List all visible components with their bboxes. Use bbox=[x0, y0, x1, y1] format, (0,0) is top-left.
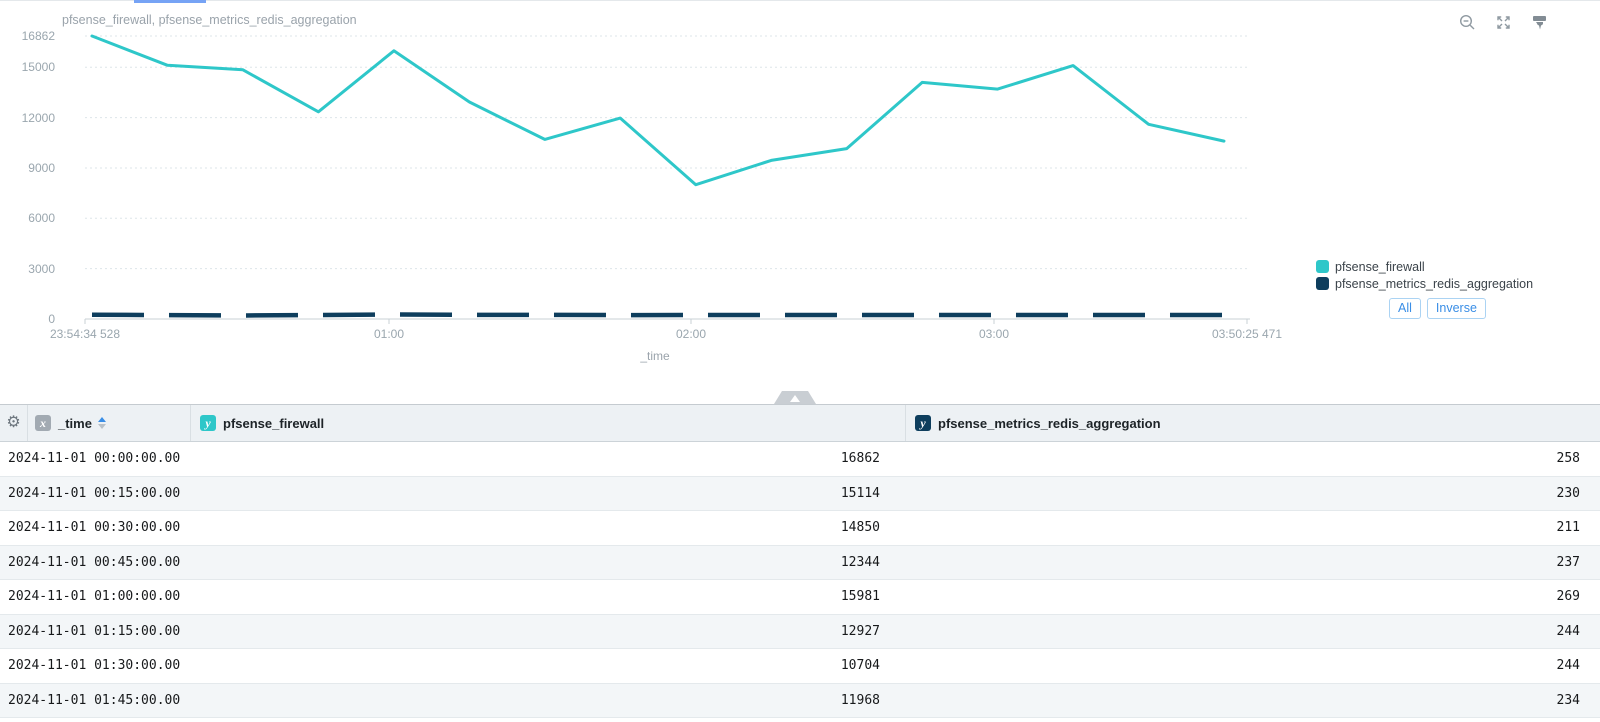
table-cell-redis: 211 bbox=[1556, 520, 1580, 536]
y-axis-badge: y bbox=[200, 415, 216, 431]
table-row: 2024-11-01 00:15:00.00 15114 230 bbox=[0, 476, 1600, 511]
chart-canvas bbox=[84, 34, 1250, 324]
legend-select-all-button[interactable]: All bbox=[1389, 298, 1421, 320]
table-body: 2024-11-01 00:00:00.00 16862 258 2024-11-01… bbox=[0, 442, 1600, 718]
table-cell-time: 2024-11-01 00:00:00.00 bbox=[8, 451, 181, 467]
table-settings-cell: ⚙ bbox=[0, 405, 27, 441]
table-cell-time: 2024-11-01 01:30:00.00 bbox=[8, 658, 181, 674]
x-axis-tick-label: 01:00 bbox=[373, 327, 405, 341]
x-axis-tick-label: 23:54:34 528 bbox=[49, 327, 121, 341]
series-line-pfsense_firewall bbox=[90, 34, 1226, 187]
data-table: ⚙ x _time y pfsense_firewall y pfsense_m… bbox=[0, 405, 1600, 722]
top-scroll-indicator bbox=[134, 0, 206, 3]
x-axis-name: _time bbox=[640, 349, 670, 363]
table-cell-time: 2024-11-01 01:15:00.00 bbox=[8, 623, 181, 639]
y-axis-tick-label: 0 bbox=[48, 312, 55, 326]
column-header-time[interactable]: x _time bbox=[27, 405, 190, 441]
legend-buttons: All Inverse bbox=[1389, 298, 1486, 320]
y-axis-tick-label: 16862 bbox=[21, 29, 55, 43]
panel-resize-handle[interactable] bbox=[774, 391, 816, 404]
table-cell-redis: 244 bbox=[1556, 658, 1580, 674]
y-axis-tick-label: 3000 bbox=[28, 261, 55, 276]
legend-item[interactable]: pfsense_metrics_redis_aggregation bbox=[1316, 275, 1533, 292]
table-row: 2024-11-01 01:00:00.00 15981 269 bbox=[0, 580, 1600, 615]
column-label-firewall: pfsense_firewall bbox=[223, 415, 325, 431]
chart-panel: pfsense_firewall, pfsense_metrics_redis_… bbox=[0, 1, 1600, 404]
table-row: 2024-11-01 00:30:00.00 14850 211 bbox=[0, 511, 1600, 546]
column-label-redis: pfsense_metrics_redis_aggregation bbox=[938, 415, 1161, 431]
chart-toolbox bbox=[1459, 14, 1548, 31]
panel-divider bbox=[0, 404, 1600, 405]
chart-title: pfsense_firewall, pfsense_metrics_redis_… bbox=[62, 13, 357, 27]
table-cell-firewall: 12344 bbox=[840, 554, 880, 570]
legend-label: pfsense_metrics_redis_aggregation bbox=[1335, 276, 1534, 291]
table-cell-redis: 237 bbox=[1556, 554, 1580, 570]
table-cell-redis: 269 bbox=[1556, 589, 1580, 605]
table-cell-firewall: 14850 bbox=[840, 520, 880, 536]
table-cell-time: 2024-11-01 00:30:00.00 bbox=[8, 520, 181, 536]
legend-label: pfsense_firewall bbox=[1335, 259, 1425, 274]
column-header-redis[interactable]: y pfsense_metrics_redis_aggregation bbox=[905, 405, 1600, 441]
table-cell-firewall: 15981 bbox=[840, 589, 880, 605]
table-cell-firewall: 10704 bbox=[840, 658, 880, 674]
sort-icon[interactable] bbox=[97, 417, 106, 429]
y-axis-tick-label: 12000 bbox=[21, 110, 55, 125]
collapse-arrow-icon bbox=[790, 395, 800, 402]
table-row: 2024-11-01 00:45:00.00 12344 237 bbox=[0, 545, 1600, 580]
y-axis-tick-label: 15000 bbox=[21, 60, 55, 75]
x-axis-tick-label: 03:00 bbox=[978, 327, 1010, 341]
table-cell-redis: 258 bbox=[1556, 451, 1580, 467]
chart-legend: pfsense_firewall pfsense_metrics_redis_ag… bbox=[1316, 258, 1533, 292]
table-cell-time: 2024-11-01 00:45:00.00 bbox=[8, 554, 181, 570]
table-row: 2024-11-01 01:45:00.00 11968 234 bbox=[0, 683, 1600, 718]
x-axis-tick-label: 02:00 bbox=[675, 327, 707, 341]
table-cell-firewall: 11968 bbox=[840, 692, 880, 708]
legend-item[interactable]: pfsense_firewall bbox=[1316, 258, 1533, 275]
table-cell-firewall: 16862 bbox=[840, 451, 880, 467]
legend-swatch-icon bbox=[1316, 260, 1329, 273]
brush-icon[interactable] bbox=[1531, 14, 1548, 31]
sort-asc-arrow bbox=[97, 417, 106, 422]
table-cell-time: 2024-11-01 00:15:00.00 bbox=[8, 485, 181, 501]
table-cell-redis: 244 bbox=[1556, 623, 1580, 639]
table-row: 2024-11-01 01:15:00.00 12927 244 bbox=[0, 614, 1600, 649]
table-cell-time: 2024-11-01 01:00:00.00 bbox=[8, 589, 181, 605]
y-axis-badge: y bbox=[915, 415, 931, 431]
table-cell-firewall: 12927 bbox=[840, 623, 880, 639]
y-axis-tick-label: 6000 bbox=[28, 211, 55, 226]
table-header: ⚙ x _time y pfsense_firewall y pfsense_m… bbox=[0, 405, 1600, 442]
table-cell-redis: 230 bbox=[1556, 485, 1580, 501]
top-border bbox=[0, 0, 1600, 1]
y-axis-tick-label: 9000 bbox=[28, 160, 55, 175]
table-row: 2024-11-01 00:00:00.00 16862 258 bbox=[0, 442, 1600, 477]
column-header-firewall[interactable]: y pfsense_firewall bbox=[190, 405, 905, 441]
legend-inverse-button[interactable]: Inverse bbox=[1426, 298, 1486, 320]
sort-desc-arrow bbox=[97, 424, 106, 429]
series-line-pfsense_metrics_redis_aggregation bbox=[91, 312, 1224, 318]
legend-swatch-icon bbox=[1316, 277, 1329, 290]
gear-icon[interactable]: ⚙ bbox=[6, 414, 21, 431]
table-cell-time: 2024-11-01 01:45:00.00 bbox=[8, 692, 181, 708]
column-label-time: _time bbox=[58, 415, 92, 431]
x-axis-tick-label: 03:50:25 471 bbox=[1211, 327, 1283, 341]
table-cell-firewall: 15114 bbox=[840, 485, 880, 501]
table-cell-redis: 234 bbox=[1556, 692, 1580, 708]
zoom-out-icon[interactable] bbox=[1459, 14, 1476, 31]
table-row: 2024-11-01 01:30:00.00 10704 244 bbox=[0, 649, 1600, 684]
x-axis-badge: x bbox=[35, 415, 51, 431]
fullscreen-icon[interactable] bbox=[1495, 14, 1512, 31]
